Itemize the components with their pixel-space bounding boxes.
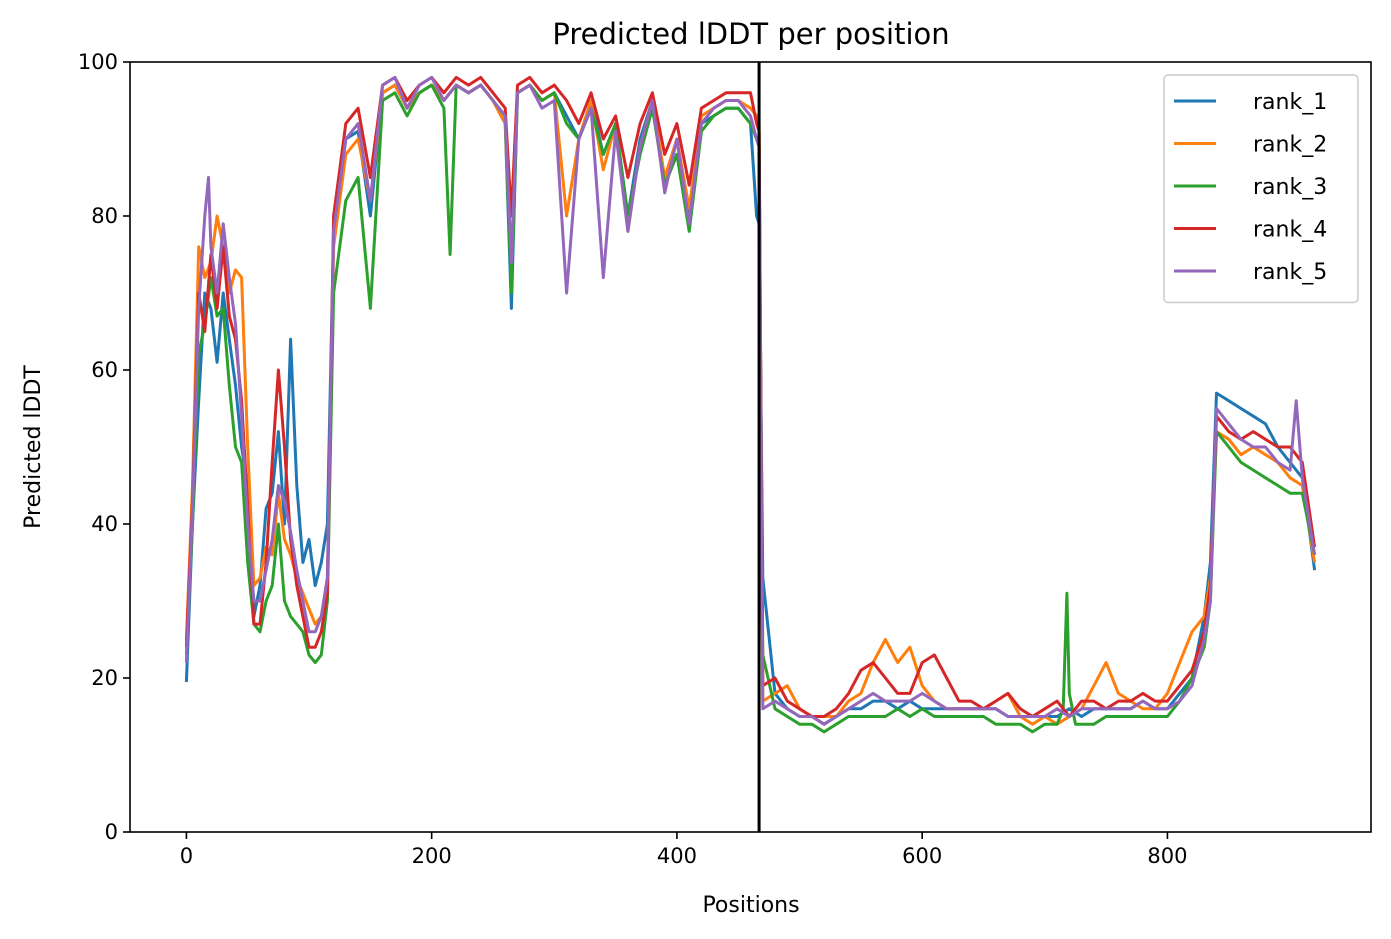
plot-area (184, 62, 1317, 832)
legend-label-rank_3: rank_3 (1253, 175, 1327, 200)
y-tick-label: 20 (91, 666, 118, 690)
x-tick-label: 200 (412, 844, 452, 868)
x-tick-label: 400 (657, 844, 697, 868)
chart-title: Predicted lDDT per position (552, 17, 949, 51)
axes-frame (129, 61, 1372, 833)
y-tick-label: 80 (91, 204, 118, 228)
y-axis-label: Predicted lDDT (21, 365, 46, 529)
legend: rank_1 rank_2 rank_3 rank_4 rank_5 (1163, 74, 1359, 304)
y-tick-label: 0 (105, 820, 118, 844)
y-tick-label: 40 (91, 512, 118, 536)
legend-label-rank_4: rank_4 (1253, 218, 1327, 243)
legend-label-rank_2: rank_2 (1253, 133, 1327, 158)
y-tick-label: 100 (78, 50, 118, 74)
x-tick-label: 600 (902, 844, 942, 868)
legend-box (1163, 74, 1359, 304)
y-tick-label: 60 (91, 358, 118, 382)
legend-label-rank_1: rank_1 (1253, 90, 1327, 115)
legend-label-rank_5: rank_5 (1253, 260, 1327, 285)
x-tick-label: 0 (180, 844, 193, 868)
axes: 0 200 400 600 800 0 20 40 60 80 100 (78, 50, 1372, 868)
series-line-rank_5 (184, 75, 1317, 726)
x-tick-label: 800 (1147, 844, 1187, 868)
x-axis-label: Positions (702, 893, 799, 918)
